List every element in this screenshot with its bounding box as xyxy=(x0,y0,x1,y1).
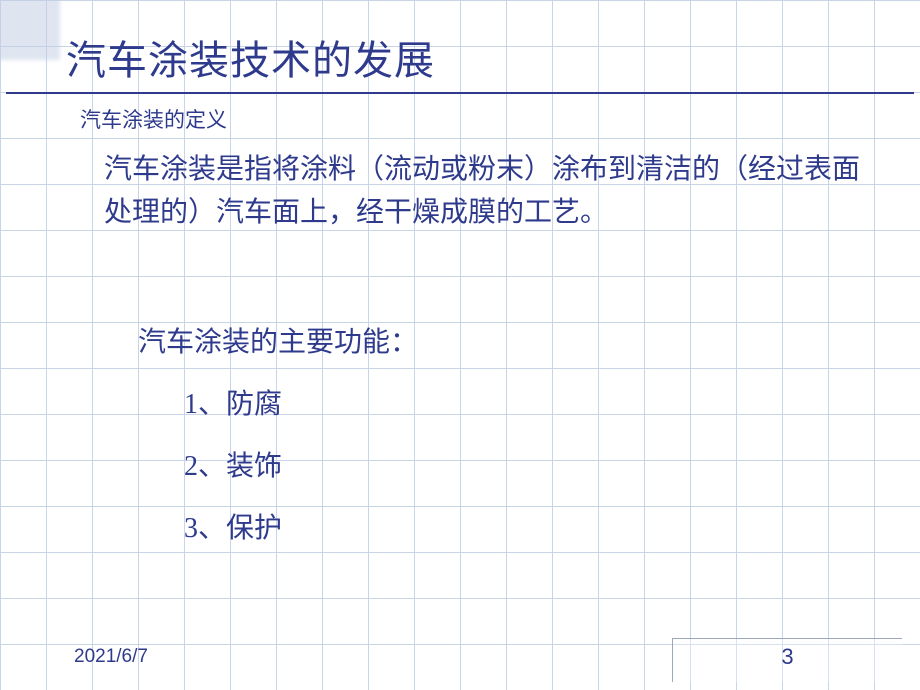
slide-content: 汽车涂装技术的发展 汽车涂装的定义 汽车涂装是指将涂料（流动或粉末）涂布到清洁的… xyxy=(0,0,920,690)
function-item-2: 2、装饰 xyxy=(184,444,282,484)
subtitle: 汽车涂装的定义 xyxy=(80,104,227,134)
page-number: 3 xyxy=(781,644,793,670)
function-item-3: 3、保护 xyxy=(184,506,282,546)
footer-page-box: 3 xyxy=(672,638,902,682)
title-underline xyxy=(6,92,914,94)
functions-heading: 汽车涂装的主要功能： xyxy=(138,320,418,360)
function-item-1: 1、防腐 xyxy=(184,382,282,422)
slide-title: 汽车涂装技术的发展 xyxy=(66,28,435,86)
definition-text: 汽车涂装是指将涂料（流动或粉末）涂布到清洁的（经过表面处理的）汽车面上，经干燥成… xyxy=(104,148,860,235)
footer-date: 2021/6/7 xyxy=(74,646,148,668)
